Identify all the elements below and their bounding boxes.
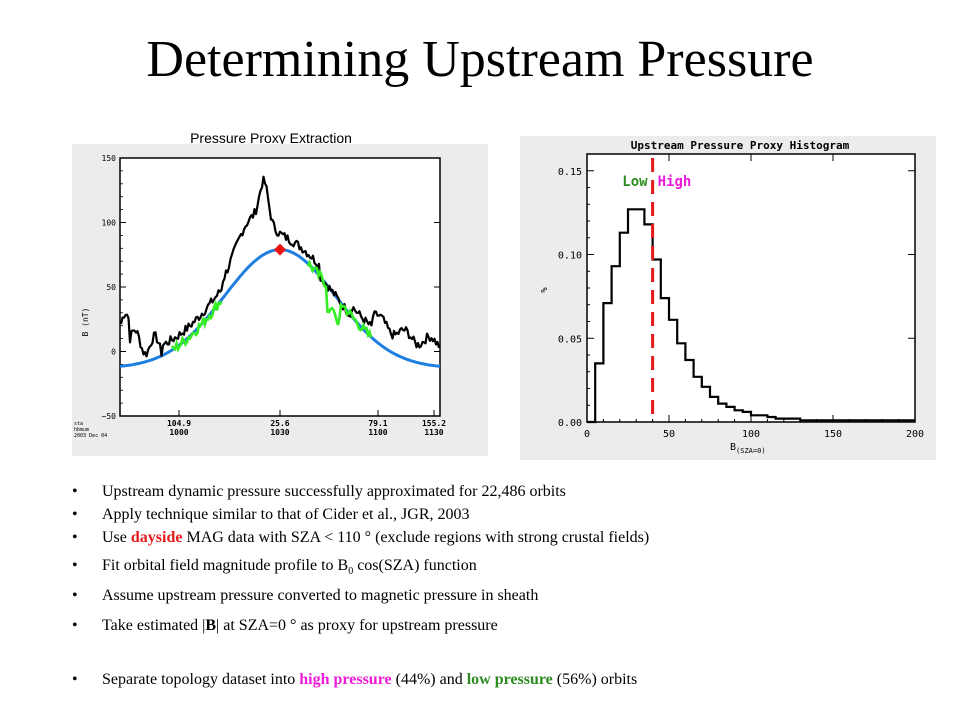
bullet-item: Assume upstream pressure converted to ma…: [60, 587, 940, 617]
bullet-text: (56%) orbits: [552, 671, 638, 688]
corner-text-date: 2003 Dec 04: [74, 433, 107, 439]
corner-text-user: hbmum: [74, 427, 89, 433]
y-tick-label: 0: [111, 348, 116, 357]
histogram-ticks: 0 50 100 150 200 0.00 0.05 0.10 0.15: [558, 154, 924, 440]
bullet-item: Take estimated |B| at SZA=0 ° as proxy f…: [60, 617, 940, 671]
dayside-fit-segment: [306, 259, 373, 339]
plot-frame: [119, 157, 441, 417]
bullet-text: Separate topology dataset into: [102, 671, 300, 688]
subscript-zero: 0: [348, 566, 354, 578]
bullet-item: Use dayside MAG data with SZA < 110 ° (e…: [60, 529, 940, 557]
x-tick-label: 100: [742, 429, 760, 440]
dayside-highlight: dayside: [130, 529, 183, 546]
histogram-panel: Upstream Pressure Proxy Histogram 0 50 100…: [520, 136, 936, 460]
x-tick-label: 50: [663, 429, 675, 440]
x-tick-sza-label: 79.1: [368, 419, 387, 428]
dayside-fit-segment: [170, 299, 223, 353]
high-pressure-highlight: high pressure: [299, 671, 392, 688]
observed-field-trace: [119, 175, 441, 358]
bullet-text: | at SZA=0 ° as proxy for upstream press…: [216, 617, 498, 634]
high-pressure-label: High: [658, 174, 692, 190]
bullet-item: Apply technique similar to that of Cider…: [60, 506, 940, 529]
bullet-text: Fit orbital field magnitude profile to B: [102, 557, 349, 574]
y-axis-ticks: 150 100 50 0 −50: [102, 154, 440, 421]
y-tick-label: 100: [102, 219, 117, 228]
y-tick-label: 150: [102, 154, 117, 163]
bullet-text: Upstream dynamic pressure successfully a…: [102, 483, 566, 500]
y-tick-label: 0.00: [558, 418, 582, 429]
slide-title: Determining Upstream Pressure: [146, 31, 814, 88]
data-trace-layer: [119, 175, 441, 358]
corner-text-station: sta: [74, 421, 83, 427]
bullet-text: (44%) and: [391, 671, 467, 688]
bullet-item: Fit orbital field magnitude profile to B…: [60, 557, 940, 587]
dayside-data-layer: [170, 259, 373, 353]
y-tick-label: 50: [106, 283, 116, 292]
histogram-chart: Upstream Pressure Proxy Histogram 0 50 100…: [540, 139, 924, 455]
x-tick-label: 150: [824, 429, 842, 440]
left-panel-caption: Pressure Proxy Extraction: [190, 130, 352, 146]
y-tick-label: 0.05: [558, 334, 582, 345]
y-tick-label: 0.10: [558, 251, 582, 262]
x-tick-sza-label: 155.2: [422, 419, 446, 428]
y-tick-label: 0.15: [558, 167, 582, 178]
y-tick-label: −50: [102, 412, 117, 421]
bullet-list: Upstream dynamic pressure successfully a…: [60, 483, 940, 695]
y-axis-label: B (nT): [81, 308, 90, 337]
bullet-text: Take estimated |: [102, 617, 206, 634]
histogram-steps: [587, 208, 915, 424]
bullet-text: Apply technique similar to that of Cider…: [102, 506, 470, 523]
bullet-item: Upstream dynamic pressure successfully a…: [60, 483, 940, 506]
bullet-text: cos(SZA) function: [353, 557, 477, 574]
proxy-point-marker: [274, 243, 286, 256]
low-pressure-label: Low: [622, 174, 648, 190]
field-profile-panel: 150 100 50 0 −50 B (nT) 104.9 1000 25.6 1030 79.…: [72, 144, 488, 456]
bullet-text: Use: [102, 529, 131, 546]
bold-b: B: [205, 617, 217, 634]
bullet-item: Separate topology dataset into high pres…: [60, 671, 940, 695]
histogram-x-axis-label-sub: (SZA=0): [736, 447, 766, 455]
bullet-text: Assume upstream pressure converted to ma…: [102, 587, 539, 604]
x-tick-time-label: 1130: [424, 428, 443, 437]
x-tick-label: 0: [584, 429, 590, 440]
histogram-frame: [586, 153, 916, 423]
x-tick-time-label: 1000: [169, 428, 188, 437]
histogram-y-axis-label: %: [540, 287, 550, 293]
proxy-marker-layer: [274, 243, 286, 256]
histogram-x-axis-label: B(SZA=0): [730, 442, 766, 455]
x-tick-time-label: 1100: [368, 428, 387, 437]
histogram-x-axis-label-main: B: [730, 442, 736, 453]
histogram-title: Upstream Pressure Proxy Histogram: [631, 139, 850, 152]
bullet-text: MAG data with SZA < 110 ° (exclude regio…: [182, 529, 650, 546]
x-tick-label: 200: [906, 429, 924, 440]
low-pressure-highlight: low pressure: [466, 671, 553, 688]
x-tick-time-label: 1030: [270, 428, 289, 437]
x-tick-sza-label: 104.9: [167, 419, 191, 428]
x-tick-sza-label: 25.6: [270, 419, 289, 428]
